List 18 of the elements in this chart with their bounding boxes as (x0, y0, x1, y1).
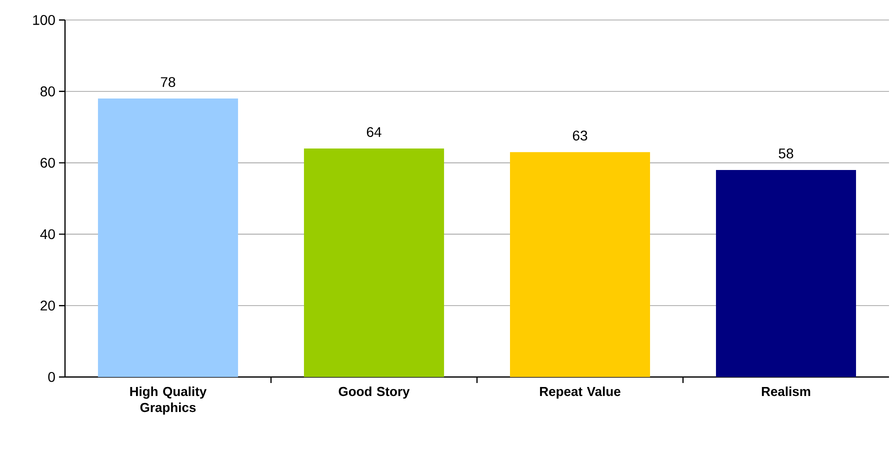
y-tick-label: 20 (40, 300, 55, 311)
x-tick-label: Good Story (338, 386, 410, 399)
bar (510, 152, 650, 377)
x-tick-label: Repeat Value (540, 386, 620, 399)
y-tick-label: 40 (40, 229, 55, 240)
data-label: 78 (160, 77, 176, 88)
y-tick-label: 0 (48, 372, 55, 382)
x-tick-label: High Quality Graphics (130, 386, 207, 415)
y-tick-label: 100 (33, 15, 55, 25)
bar (304, 148, 444, 377)
y-tick-label: 60 (40, 158, 55, 168)
data-label: 58 (778, 148, 794, 158)
data-label: 64 (366, 127, 382, 137)
bar (716, 170, 856, 377)
data-label: 63 (572, 130, 588, 141)
x-tick-label: Realism (762, 386, 810, 396)
bar (98, 98, 238, 377)
y-tick-label: 80 (40, 86, 55, 96)
